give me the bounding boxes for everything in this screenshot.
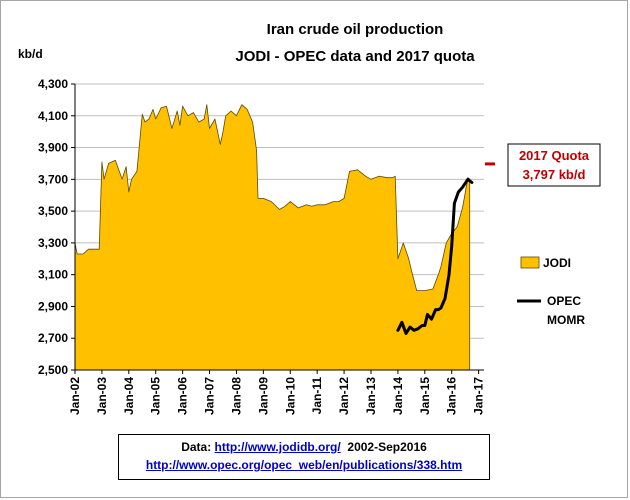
y-tick-label-4100: 4,100 <box>38 109 68 123</box>
opec-source-link[interactable]: http://www.opec.org/opec_web/en/publicat… <box>145 458 463 472</box>
y-tick-label-2500: 2,500 <box>38 363 68 377</box>
x-tick-label-Jan-05: Jan-05 <box>149 377 163 415</box>
x-tick-label-Jan-03: Jan-03 <box>95 377 109 415</box>
chart-title-line-2: JODI - OPEC data and 2017 quota <box>235 48 475 65</box>
source-prefix: Data: <box>181 440 215 454</box>
quota-label-line-1: 2017 Quota <box>519 148 590 163</box>
legend-jodi-swatch <box>520 256 540 269</box>
x-tick-label-Jan-12: Jan-12 <box>337 377 351 415</box>
legend-opec-label-line-2: MOMR <box>547 313 585 327</box>
x-tick-label-Jan-09: Jan-09 <box>256 377 270 415</box>
opec-line-layer <box>396 177 474 335</box>
y-tick-label-4300: 4,300 <box>38 77 68 91</box>
chart-title-line-1: Iran crude oil production <box>267 21 444 38</box>
legend-jodi-label: JODI <box>543 256 571 270</box>
x-tick-label-Jan-02: Jan-02 <box>68 377 82 415</box>
legend-opec-label-line-1: OPEC <box>547 294 581 308</box>
x-tick-label-Jan-08: Jan-08 <box>229 377 243 415</box>
source-line-2: http://www.opec.org/opec_web/en/publicat… <box>119 456 489 474</box>
x-tick-label-Jan-14: Jan-14 <box>391 377 405 415</box>
x-tick-label-Jan-17: Jan-17 <box>472 377 486 415</box>
x-tick-label-Jan-15: Jan-15 <box>418 377 432 415</box>
y-tick-label-3300: 3,300 <box>38 236 68 250</box>
y-tick-label-2900: 2,900 <box>38 299 68 313</box>
y-tick-label-3500: 3,500 <box>38 204 68 218</box>
y-tick-label-3900: 3,900 <box>38 141 68 155</box>
quota-annotation: 2017 Quota 3,797 kb/d <box>485 143 601 187</box>
source-date-range: 2002-Sep2016 <box>340 440 427 454</box>
quota-label-line-2: 3,797 kb/d <box>523 167 586 182</box>
opec-momr-line <box>396 177 474 335</box>
axes <box>74 84 484 374</box>
quota-label-box <box>507 143 601 187</box>
legend: JODI OPEC MOMR <box>517 256 585 327</box>
y-tick-labels: 2,500 2,700 2,900 3,100 3,300 3,500 3,700 3,900… <box>38 77 68 377</box>
x-tick-label-Jan-06: Jan-06 <box>176 377 190 415</box>
x-tick-label-Jan-04: Jan-04 <box>122 377 136 415</box>
source-line-1: Data: http://www.jodidb.org/ 2002-Sep201… <box>119 438 489 456</box>
jodi-source-link[interactable]: http://www.jodidb.org/ <box>214 440 341 454</box>
x-tick-label-Jan-10: Jan-10 <box>283 377 297 415</box>
y-tick-label-3100: 3,100 <box>38 268 68 282</box>
x-tick-label-Jan-16: Jan-16 <box>445 377 459 415</box>
y-tick-label-3700: 3,700 <box>38 172 68 186</box>
jodi-area <box>74 104 471 371</box>
x-tick-label-Jan-13: Jan-13 <box>364 377 378 415</box>
x-tick-label-Jan-11: Jan-11 <box>310 377 324 415</box>
source-box: Data: http://www.jodidb.org/ 2002-Sep201… <box>118 434 490 480</box>
y-axis-unit-label: kb/d <box>18 47 43 61</box>
x-tick-labels: Jan-02 Jan-03 Jan-04 Jan-05 Jan-06 Jan-07 Jan-… <box>68 377 486 415</box>
x-tick-label-Jan-07: Jan-07 <box>203 377 217 415</box>
y-tick-label-2700: 2,700 <box>38 331 68 345</box>
jodi-area-layer <box>74 104 471 371</box>
